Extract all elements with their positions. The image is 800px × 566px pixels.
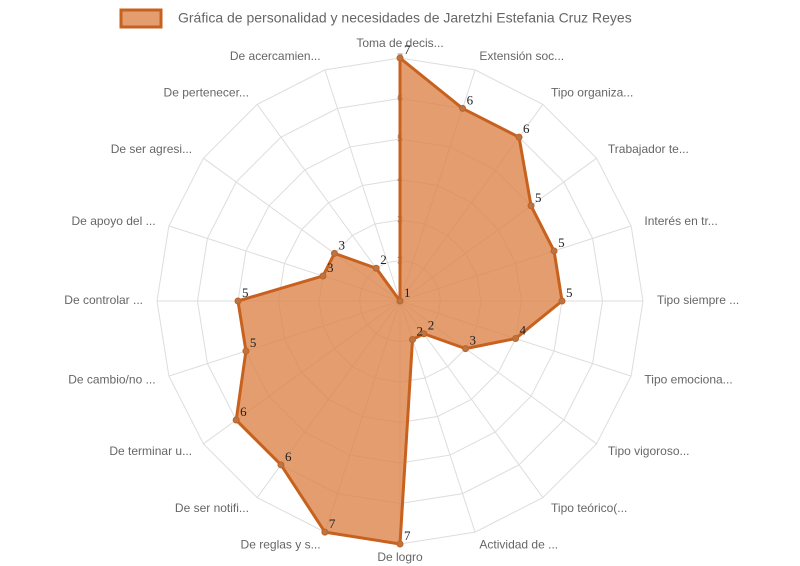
- radar-point: [372, 264, 380, 272]
- value-label: 1: [404, 285, 411, 300]
- category-label: De terminar u...: [109, 444, 192, 458]
- category-label: Extensión soc...: [479, 49, 564, 63]
- radar-point: [459, 104, 467, 112]
- value-label: 6: [467, 92, 474, 107]
- value-label: 6: [523, 121, 530, 136]
- value-label: 6: [285, 449, 292, 464]
- radar-point: [558, 297, 566, 305]
- radar-point: [409, 336, 417, 344]
- radar-point: [396, 540, 404, 548]
- category-label: De logro: [377, 550, 423, 564]
- radar-point: [527, 202, 535, 210]
- radar-point: [242, 347, 250, 355]
- radar-point: [330, 249, 338, 257]
- category-label: De acercamien...: [230, 49, 321, 63]
- radar-point: [277, 461, 285, 469]
- radar-point: [515, 133, 523, 141]
- value-label: 5: [250, 335, 256, 350]
- value-label: 7: [329, 516, 336, 531]
- value-label: 3: [338, 237, 345, 252]
- value-label: 7: [404, 42, 411, 57]
- radar-point: [321, 528, 329, 536]
- legend-swatch: [119, 8, 163, 29]
- value-label: 6: [240, 404, 247, 419]
- category-label: Tipo vigoroso...: [608, 444, 690, 458]
- radar-point: [396, 297, 404, 305]
- value-label: 5: [535, 190, 542, 205]
- radar-point: [234, 297, 242, 305]
- category-label: Trabajador te...: [608, 142, 689, 156]
- spoke: [324, 69, 401, 302]
- category-label: Tipo siempre ...: [657, 293, 739, 307]
- category-label: Actividad de ...: [479, 538, 558, 552]
- value-label: 2: [380, 252, 387, 267]
- radar-point: [462, 345, 470, 353]
- radar-point: [512, 335, 520, 343]
- radar-point: [319, 272, 327, 280]
- category-label: Tipo emociona...: [644, 373, 732, 387]
- value-label: 2: [417, 324, 424, 339]
- radar-point: [550, 247, 558, 255]
- radar-point: [396, 54, 404, 62]
- value-label: 5: [566, 285, 573, 300]
- radar-point: [420, 330, 428, 338]
- category-label: De apoyo del ...: [72, 214, 156, 228]
- value-label: 5: [242, 285, 249, 300]
- category-label: Tipo teórico(...: [551, 501, 627, 515]
- value-label: 3: [327, 260, 334, 275]
- category-label: De ser agresi...: [111, 142, 192, 156]
- category-label: De cambio/no ...: [68, 373, 155, 387]
- category-label: Interés en tr...: [644, 214, 717, 228]
- category-label: De controlar ...: [64, 293, 143, 307]
- value-label: 7: [404, 528, 411, 543]
- legend-label: Gráfica de personalidad y necesidades de…: [178, 10, 632, 26]
- value-label: 3: [470, 333, 477, 348]
- category-label: De ser notifi...: [175, 501, 249, 515]
- category-label: De reglas y s...: [241, 538, 321, 552]
- value-label: 5: [558, 235, 565, 250]
- value-label: 4: [520, 323, 527, 338]
- category-label: Tipo organiza...: [551, 85, 633, 99]
- radar-point: [232, 416, 240, 424]
- category-label: De pertenecer...: [164, 85, 249, 99]
- category-label: Toma de decis...: [356, 36, 443, 50]
- value-label: 2: [428, 318, 435, 333]
